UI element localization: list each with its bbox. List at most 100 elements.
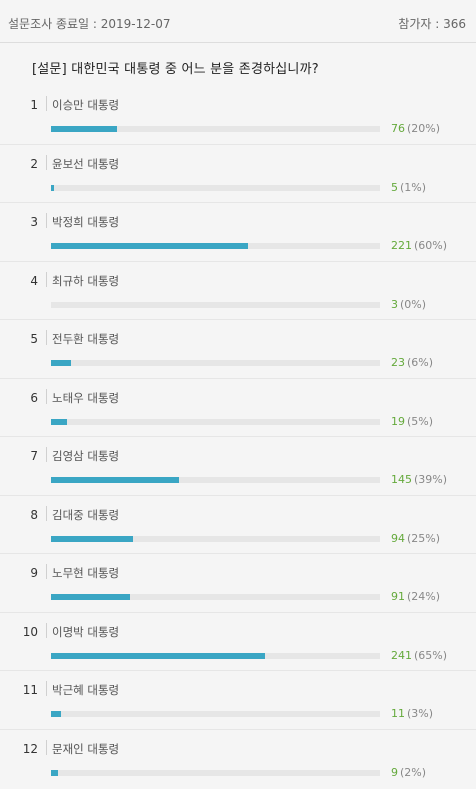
vote-count: 94 — [391, 531, 405, 545]
vote-count: 5 — [391, 180, 398, 194]
option-divider — [46, 447, 47, 462]
option-label: 전두환 대통령 — [52, 332, 120, 346]
poll-option: 3 박정희 대통령 221 (60%) — [0, 203, 476, 262]
option-number: 11 — [22, 683, 38, 697]
option-label: 노태우 대통령 — [52, 390, 120, 405]
option-divider — [46, 564, 47, 579]
option-number: 9 — [30, 566, 38, 580]
vote-count: 241 — [391, 648, 412, 662]
survey-question: [설문] 대한민국 대통령 중 어느 분을 존경하십니까? — [32, 62, 319, 77]
vote-stat: 76 (20%) — [391, 122, 440, 135]
vote-bar-fill — [51, 769, 58, 776]
vote-bar-track — [51, 711, 380, 717]
option-label: 이승만 대통령 — [52, 98, 120, 112]
vote-count: 76 — [391, 122, 405, 135]
vote-percent: (1%) — [400, 180, 427, 194]
option-number: 7 — [30, 449, 38, 463]
vote-bar-fill — [51, 360, 71, 366]
vote-percent: (65%) — [414, 648, 448, 662]
vote-stat: 23 (6%) — [391, 356, 433, 369]
vote-stat: 9 (2%) — [391, 766, 426, 779]
vote-count: 19 — [391, 414, 405, 428]
vote-count: 11 — [391, 707, 405, 720]
option-label: 박근혜 대통령 — [52, 683, 120, 697]
vote-count: 145 — [391, 473, 412, 486]
option-number: 5 — [30, 332, 38, 346]
option-divider — [46, 739, 47, 755]
poll-options-list: 1 이승만 대통령 76 (20%) 2 윤보선 대통령 5 (1%) 3 박정희 대통령 221(… — [0, 86, 476, 787]
poll-option: 2 윤보선 대통령 5 (1%) — [0, 145, 476, 203]
vote-count: 9 — [391, 765, 398, 779]
vote-bar-fill — [51, 477, 179, 483]
vote-bar-fill — [51, 418, 67, 425]
option-divider — [46, 154, 47, 170]
vote-percent: (6%) — [407, 356, 434, 369]
option-label: 문재인 대통령 — [52, 741, 120, 756]
vote-stat: 145 (39%) — [391, 473, 447, 486]
vote-bar-fill — [51, 184, 54, 191]
vote-bar-track — [51, 535, 380, 542]
vote-percent: (3%) — [407, 707, 434, 720]
option-divider — [46, 388, 47, 404]
poll-option: 8 김대중 대통령 94 (25%) — [0, 496, 476, 554]
vote-bar-track — [51, 477, 380, 483]
option-divider — [46, 271, 47, 287]
poll-option: 5 전두환 대통령 23 (6%) — [0, 320, 476, 379]
vote-count: 23 — [391, 356, 405, 369]
vote-bar-track — [51, 418, 380, 425]
poll-option: 1 이승만 대통령 76 (20%) — [0, 86, 476, 145]
vote-bar-fill — [51, 126, 117, 132]
vote-bar-fill — [51, 652, 265, 659]
option-divider — [46, 681, 47, 696]
option-number: 6 — [30, 390, 38, 405]
option-divider — [46, 622, 47, 638]
vote-percent: (24%) — [407, 590, 441, 603]
vote-bar-track — [51, 301, 380, 308]
vote-bar-track — [51, 243, 380, 249]
option-label: 박정희 대통령 — [52, 215, 120, 229]
option-label: 노무현 대통령 — [52, 566, 120, 580]
vote-percent: (2%) — [400, 765, 427, 779]
option-label: 이명박 대통령 — [52, 624, 120, 639]
vote-percent: (39%) — [414, 473, 448, 486]
option-label: 윤보선 대통령 — [52, 156, 120, 171]
option-number: 12 — [22, 741, 38, 756]
vote-stat: 3 (0%) — [391, 298, 426, 311]
option-label: 김영삼 대통령 — [52, 449, 120, 463]
vote-bar-track — [51, 652, 380, 659]
option-number: 1 — [30, 98, 38, 112]
vote-stat: 19 (5%) — [391, 415, 433, 428]
vote-bar-fill — [51, 535, 133, 542]
vote-count: 3 — [391, 297, 398, 311]
vote-percent: (20%) — [407, 122, 441, 135]
option-number: 3 — [30, 215, 38, 229]
vote-percent: (25%) — [407, 531, 441, 545]
option-divider — [46, 330, 47, 345]
option-divider — [46, 213, 47, 228]
vote-stat: 91 (24%) — [391, 590, 440, 603]
vote-percent: (0%) — [400, 297, 427, 311]
option-number: 8 — [30, 507, 38, 522]
vote-bar-track — [51, 594, 380, 600]
vote-bar-fill — [51, 711, 61, 717]
survey-end-date: 설문조사 종료일 : 2019-12-07 — [8, 17, 171, 31]
option-number: 2 — [30, 156, 38, 171]
vote-stat: 11 (3%) — [391, 707, 433, 720]
poll-option: 6 노태우 대통령 19 (5%) — [0, 379, 476, 437]
vote-bar-track — [51, 126, 380, 132]
participant-count: 참가자 : 366 — [398, 17, 466, 31]
vote-bar-track — [51, 769, 380, 776]
option-divider — [46, 96, 47, 111]
option-label: 김대중 대통령 — [52, 507, 120, 522]
option-divider — [46, 505, 47, 521]
poll-option: 4 최규하 대통령 3 (0%) — [0, 262, 476, 320]
poll-option: 7 김영삼 대통령 145 (39%) — [0, 437, 476, 496]
vote-stat: 94 (25%) — [391, 532, 440, 545]
poll-option: 10 이명박 대통령 241 (65%) — [0, 613, 476, 671]
vote-stat: 5 (1%) — [391, 181, 426, 194]
vote-bar-fill — [51, 243, 248, 249]
vote-percent: (60%) — [414, 239, 448, 252]
vote-bar-track — [51, 360, 380, 366]
option-number: 10 — [22, 624, 38, 639]
vote-count: 91 — [391, 590, 405, 603]
